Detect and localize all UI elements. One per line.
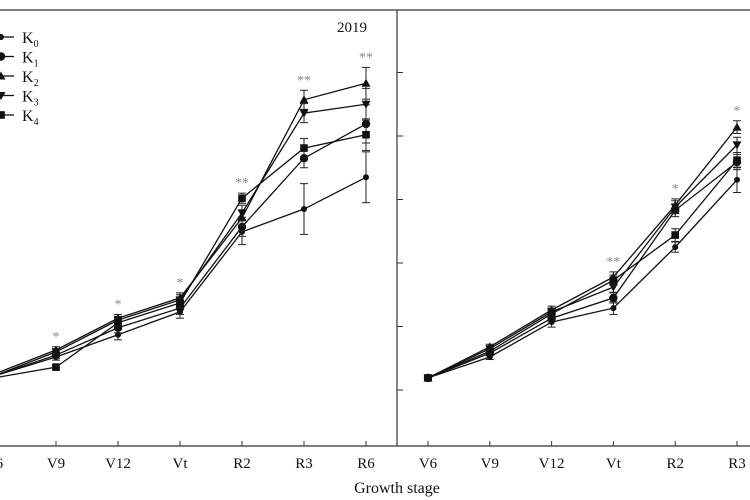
data-point-K4 bbox=[362, 130, 370, 139]
significance-label: * bbox=[672, 182, 679, 197]
chart-marks bbox=[0, 66, 742, 383]
data-point-K1 bbox=[299, 154, 309, 163]
legend-label: K1 bbox=[22, 50, 39, 70]
data-point-K4 bbox=[424, 374, 432, 382]
data-point-K3 bbox=[51, 348, 61, 357]
data-point-K0 bbox=[610, 305, 617, 312]
series-line-K3 bbox=[427, 144, 738, 379]
data-point-K2 bbox=[299, 95, 309, 104]
data-point-K3 bbox=[361, 100, 371, 109]
x-tick-label: R2 bbox=[233, 456, 251, 472]
significance-label: * bbox=[53, 330, 60, 345]
x-tick-label: Vt bbox=[173, 456, 189, 472]
x-tick-label: R2 bbox=[666, 456, 684, 472]
data-point-K2 bbox=[732, 122, 742, 131]
series-K2-panel-2 bbox=[423, 120, 742, 382]
legend-marker-K4 bbox=[0, 111, 5, 119]
data-point-K4 bbox=[114, 318, 122, 327]
data-point-K4 bbox=[609, 276, 618, 284]
series-K4-panel-1 bbox=[0, 118, 370, 378]
plot-frame: V6 V9 * V12 * Vt * R2 ** R3 ** R6 ** V6 V9 V12 Vt ** R2 * R3… bbox=[0, 9, 750, 472]
data-point-K0 bbox=[672, 244, 679, 251]
legend-marker-K1 bbox=[0, 52, 6, 61]
significance-label: ** bbox=[235, 176, 249, 191]
legend-marker-K0 bbox=[0, 34, 4, 40]
data-point-K3 bbox=[732, 141, 742, 150]
panel-annotation-2019: 2019 bbox=[337, 20, 367, 36]
data-point-K4 bbox=[486, 347, 494, 356]
x-tick-label: Vt bbox=[606, 456, 622, 472]
legend-entry-K4: K4 bbox=[0, 108, 39, 128]
data-point-K1 bbox=[609, 293, 618, 303]
x-tick-label: R3 bbox=[728, 456, 746, 472]
significance-label: * bbox=[115, 297, 122, 312]
legend-entry-K3: K3 bbox=[0, 89, 39, 109]
x-tick-label: V12 bbox=[539, 456, 565, 472]
data-point-K3 bbox=[670, 203, 680, 212]
legend-marker-K3 bbox=[0, 92, 6, 100]
data-point-K4 bbox=[671, 231, 679, 239]
data-point-K4 bbox=[176, 299, 184, 307]
data-point-K3 bbox=[237, 209, 247, 218]
data-point-K0 bbox=[301, 206, 307, 213]
x-tick-label: R6 bbox=[357, 456, 375, 472]
series-line-K0 bbox=[427, 179, 738, 379]
data-point-K0 bbox=[363, 174, 369, 181]
data-point-K4 bbox=[52, 363, 60, 371]
x-tick-label: V6 bbox=[419, 456, 438, 472]
x-tick-label: R3 bbox=[295, 456, 313, 472]
significance-label: ** bbox=[606, 255, 620, 270]
significance-label: * bbox=[177, 276, 184, 291]
x-tick-label: V6 bbox=[0, 456, 4, 472]
significance-label: ** bbox=[297, 73, 311, 88]
x-axis-title: Growth stage bbox=[354, 480, 440, 497]
legend-label: K2 bbox=[22, 69, 39, 89]
series-K4-panel-2 bbox=[424, 152, 741, 382]
data-point-K4 bbox=[300, 144, 308, 152]
legend-entry-K1: K1 bbox=[0, 50, 39, 70]
series-K0-panel-1 bbox=[0, 151, 370, 375]
data-point-K4 bbox=[238, 194, 246, 203]
series-line-K2 bbox=[427, 126, 738, 379]
data-point-K4 bbox=[733, 156, 741, 164]
legend-label: K4 bbox=[22, 108, 39, 128]
legend-label: K0 bbox=[22, 30, 39, 50]
series-K3-panel-2 bbox=[423, 136, 742, 383]
legend-entry-K0: K0 bbox=[0, 30, 39, 50]
x-tick-label: V12 bbox=[105, 456, 131, 472]
series-K0-panel-2 bbox=[424, 166, 741, 381]
legend-marker-K2 bbox=[0, 71, 6, 80]
x-tick-label: V9 bbox=[481, 456, 499, 472]
legend-entry-K2: K2 bbox=[0, 69, 39, 89]
data-point-K3 bbox=[299, 109, 309, 118]
x-tick-label: V9 bbox=[47, 456, 65, 472]
data-point-K4 bbox=[547, 310, 556, 318]
data-point-K0 bbox=[734, 176, 740, 183]
legend-label: K3 bbox=[22, 89, 39, 109]
data-point-K1 bbox=[237, 222, 247, 232]
significance-label: * bbox=[734, 104, 741, 119]
series-line-K4 bbox=[427, 159, 738, 379]
series-line-K1 bbox=[427, 161, 738, 379]
significance-label: ** bbox=[359, 50, 373, 65]
data-point-K2 bbox=[361, 78, 371, 87]
